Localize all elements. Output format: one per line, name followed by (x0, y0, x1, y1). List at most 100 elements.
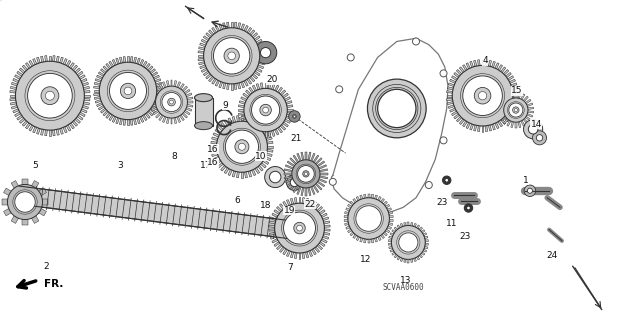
Polygon shape (274, 210, 280, 215)
Circle shape (504, 98, 528, 122)
Polygon shape (142, 61, 147, 68)
Polygon shape (505, 72, 511, 78)
Polygon shape (392, 251, 396, 255)
Polygon shape (262, 129, 269, 134)
Circle shape (348, 198, 389, 239)
Polygon shape (80, 78, 87, 83)
Text: 14: 14 (531, 120, 542, 129)
Polygon shape (315, 158, 322, 165)
Text: 11: 11 (446, 219, 458, 228)
Polygon shape (302, 252, 305, 259)
Polygon shape (447, 98, 454, 101)
Polygon shape (238, 112, 245, 115)
Circle shape (15, 192, 35, 212)
Polygon shape (504, 96, 509, 102)
Polygon shape (310, 186, 315, 195)
Polygon shape (274, 128, 279, 135)
Polygon shape (202, 39, 208, 44)
Polygon shape (234, 22, 237, 29)
Polygon shape (500, 67, 506, 73)
Polygon shape (308, 200, 312, 207)
Polygon shape (231, 22, 232, 29)
Polygon shape (215, 79, 220, 86)
Polygon shape (33, 126, 37, 133)
Polygon shape (308, 152, 311, 161)
Polygon shape (63, 59, 67, 65)
Polygon shape (22, 120, 28, 126)
Polygon shape (246, 78, 252, 84)
Polygon shape (394, 227, 398, 231)
Polygon shape (45, 129, 47, 136)
Polygon shape (100, 69, 107, 74)
Polygon shape (12, 82, 19, 86)
Polygon shape (142, 114, 147, 121)
Polygon shape (52, 56, 55, 63)
Polygon shape (520, 94, 525, 100)
Polygon shape (323, 229, 330, 231)
Circle shape (170, 100, 173, 104)
Polygon shape (19, 68, 26, 74)
Polygon shape (383, 231, 387, 236)
Polygon shape (80, 108, 87, 113)
Polygon shape (280, 246, 285, 252)
Polygon shape (10, 91, 17, 93)
Polygon shape (270, 235, 277, 239)
Polygon shape (424, 240, 428, 242)
Polygon shape (509, 79, 515, 84)
Polygon shape (177, 82, 180, 89)
Polygon shape (26, 63, 31, 69)
Polygon shape (29, 124, 34, 131)
Polygon shape (371, 194, 374, 199)
Polygon shape (109, 61, 114, 68)
Polygon shape (29, 60, 34, 67)
Polygon shape (246, 90, 252, 96)
Polygon shape (262, 159, 269, 165)
Polygon shape (507, 94, 511, 100)
Polygon shape (301, 187, 304, 196)
Polygon shape (22, 179, 28, 185)
Circle shape (348, 54, 354, 61)
Polygon shape (511, 87, 518, 90)
Polygon shape (344, 222, 349, 226)
Polygon shape (291, 251, 294, 258)
Polygon shape (211, 146, 218, 148)
Polygon shape (145, 112, 150, 118)
Polygon shape (241, 115, 243, 122)
Circle shape (445, 178, 449, 182)
Circle shape (275, 203, 324, 253)
Polygon shape (280, 124, 285, 130)
Polygon shape (498, 111, 505, 113)
Polygon shape (95, 99, 102, 103)
Polygon shape (171, 80, 172, 87)
Polygon shape (153, 110, 159, 115)
Polygon shape (474, 60, 477, 67)
Polygon shape (243, 122, 250, 127)
Text: 1: 1 (524, 176, 529, 185)
Polygon shape (251, 118, 256, 125)
Circle shape (463, 76, 502, 115)
Polygon shape (284, 119, 291, 123)
Circle shape (294, 222, 305, 234)
Polygon shape (243, 79, 248, 86)
Polygon shape (360, 195, 363, 200)
Polygon shape (344, 211, 349, 215)
Polygon shape (447, 101, 454, 105)
Polygon shape (182, 112, 188, 118)
Polygon shape (319, 241, 325, 247)
Polygon shape (97, 102, 104, 107)
Polygon shape (286, 105, 293, 108)
Polygon shape (346, 208, 351, 211)
Polygon shape (284, 97, 291, 101)
Polygon shape (388, 236, 393, 239)
Polygon shape (413, 223, 417, 228)
Polygon shape (283, 201, 288, 208)
Polygon shape (258, 47, 265, 50)
Circle shape (287, 174, 302, 190)
Polygon shape (416, 225, 420, 229)
Circle shape (297, 225, 302, 231)
Polygon shape (495, 122, 499, 129)
Polygon shape (348, 204, 353, 209)
Polygon shape (109, 114, 114, 121)
Polygon shape (163, 82, 166, 89)
Polygon shape (219, 81, 223, 88)
